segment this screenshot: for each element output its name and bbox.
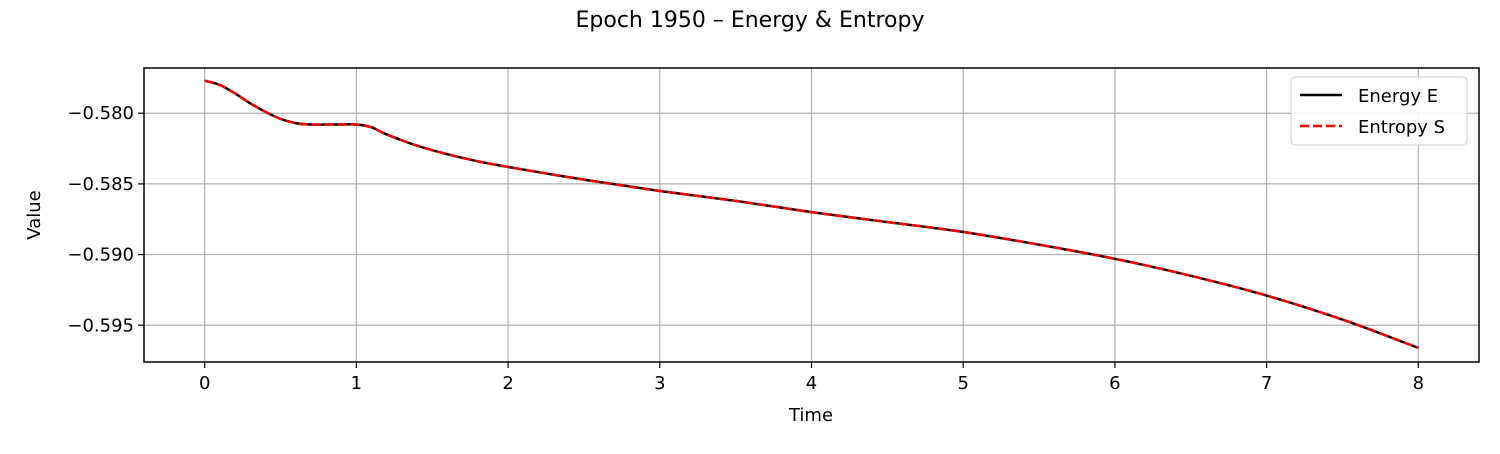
x-tick-label: 8 — [1413, 373, 1424, 394]
chart-title: Epoch 1950 – Energy & Entropy — [576, 8, 925, 33]
y-tick-label: −0.590 — [67, 245, 134, 266]
tick-layer: 0 1 2 3 4 5 6 7 8 −0.580 −0.585 −0.590 −0.595 — [67, 103, 1424, 394]
y-axis-label: Value — [24, 190, 45, 239]
x-tick-label: 1 — [351, 373, 362, 394]
series-entropy-line — [204, 79, 1419, 350]
x-tick-label: 3 — [654, 373, 665, 394]
legend-entropy-label: Entropy S — [1358, 117, 1445, 138]
grid-layer — [144, 68, 1479, 362]
x-tick-label: 4 — [806, 373, 817, 394]
x-tick-label: 2 — [502, 373, 513, 394]
x-tick-label: 7 — [1261, 373, 1272, 394]
y-tick-label: −0.585 — [67, 174, 134, 195]
legend-energy-label: Energy E — [1358, 86, 1438, 107]
y-tick-label: −0.580 — [67, 103, 134, 124]
x-axis-label: Time — [788, 405, 833, 426]
x-tick-label: 0 — [199, 373, 210, 394]
legend: Energy E Entropy S — [1290, 76, 1468, 146]
series-layer — [204, 79, 1419, 350]
x-tick-label: 6 — [1109, 373, 1120, 394]
x-tick-label: 5 — [957, 373, 968, 394]
y-tick-label: −0.595 — [67, 315, 134, 336]
